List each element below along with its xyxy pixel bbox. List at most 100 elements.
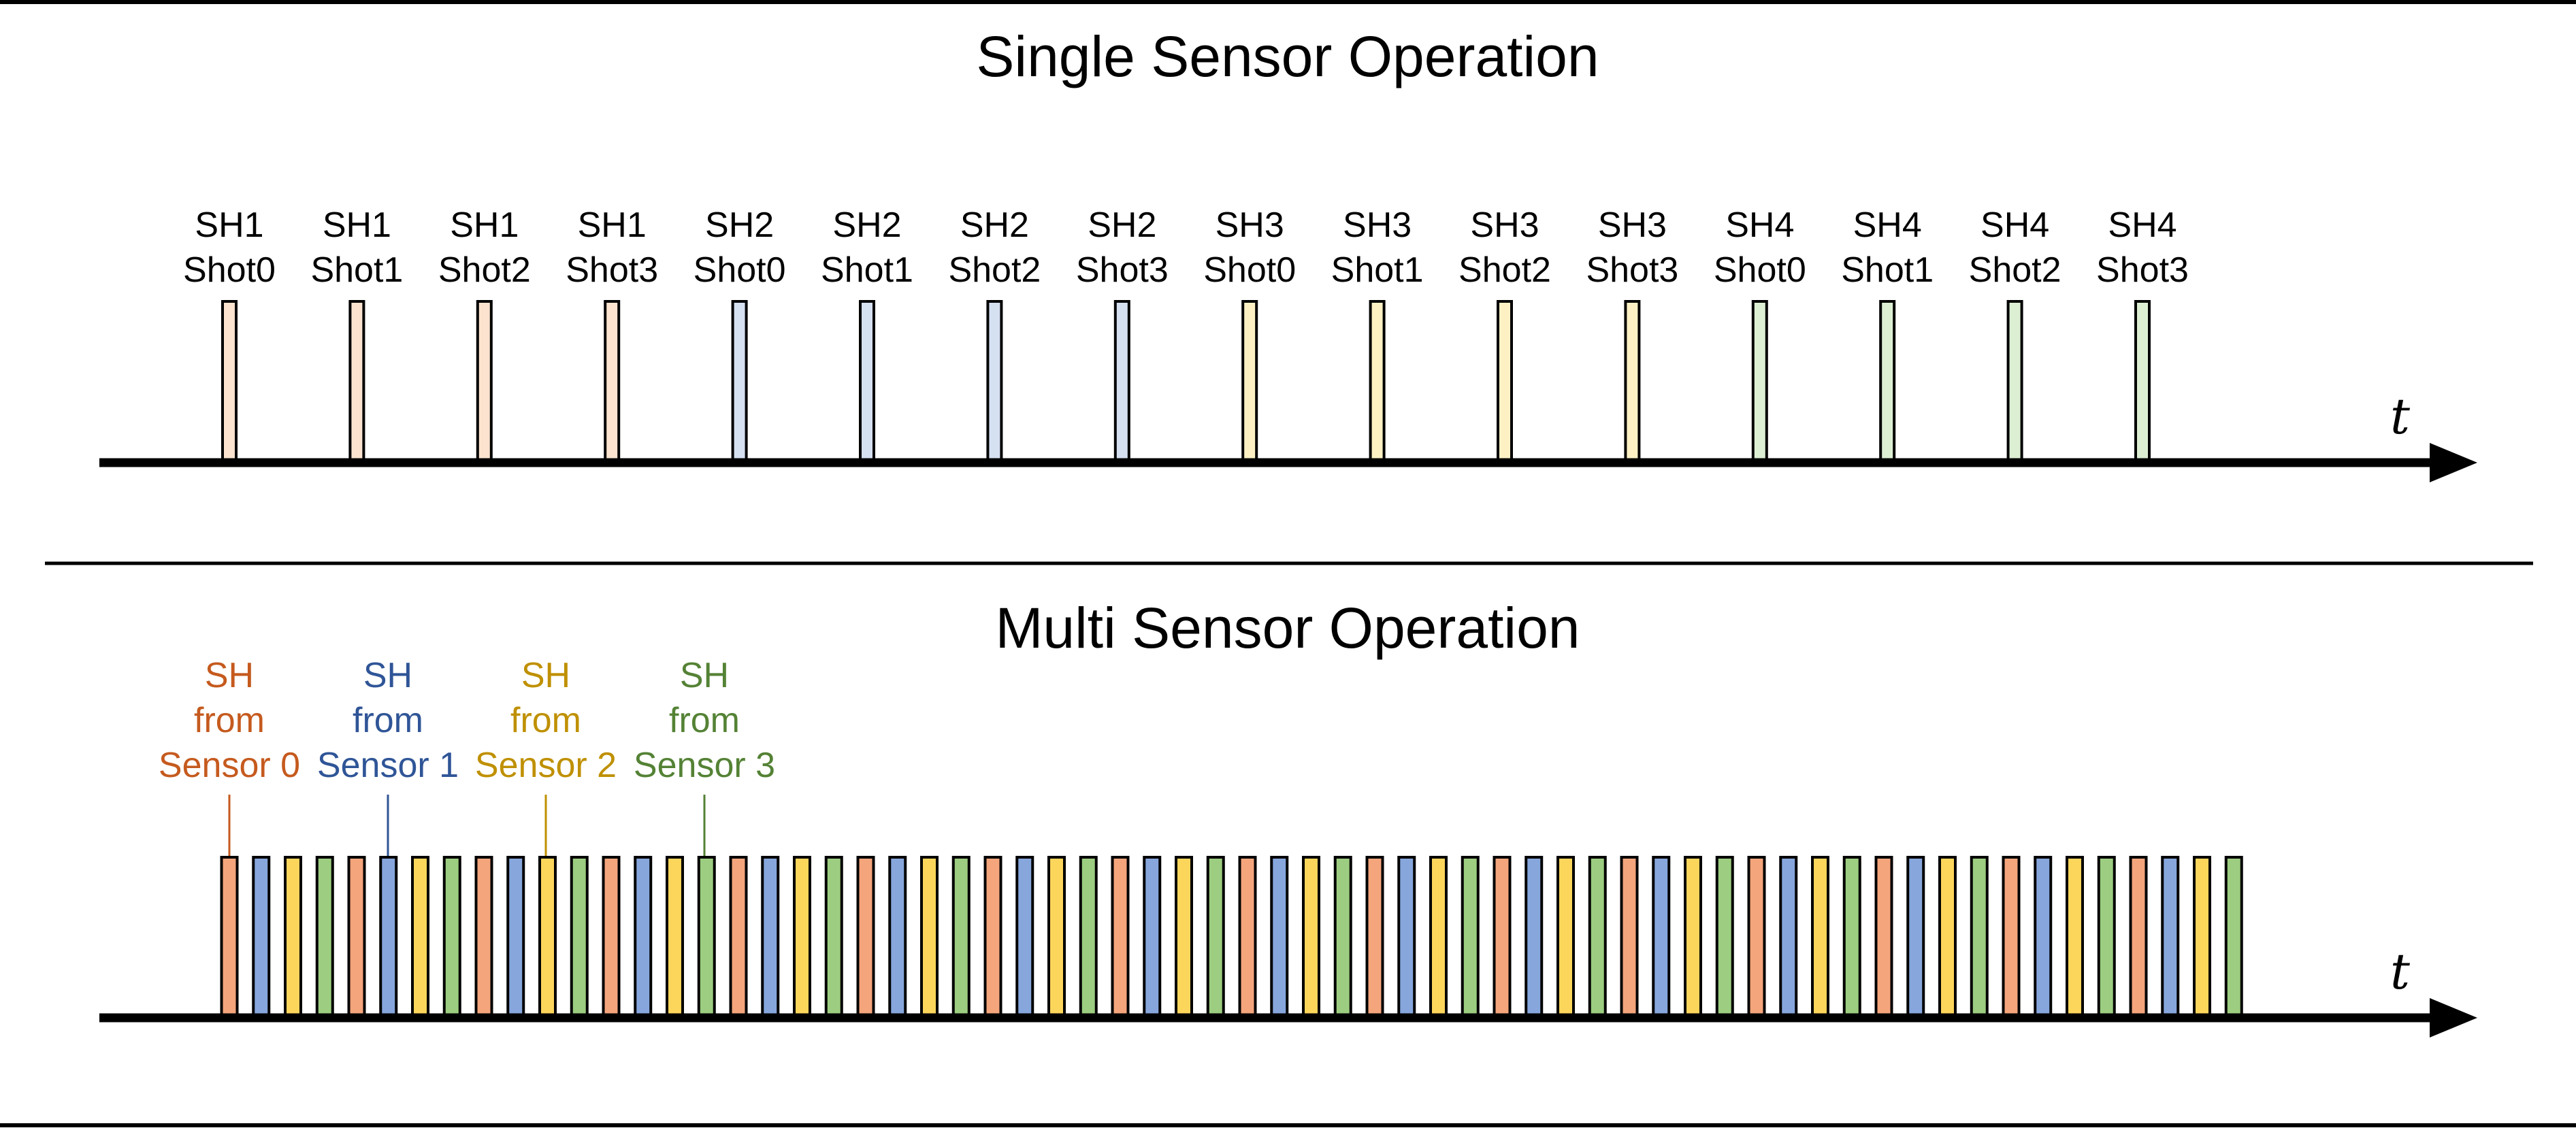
sensor-0-pulse-bar xyxy=(2129,856,2148,1018)
pulse-shot-label: Shot0 xyxy=(694,250,786,290)
sensor-3-pulse-bar xyxy=(824,856,843,1018)
sensor-0-pulse-bar xyxy=(1111,856,1130,1018)
pulse-shot-label: Shot3 xyxy=(1586,250,1678,290)
sensor-2-pulse-bar xyxy=(1047,856,1066,1018)
sensor-3-pulse-bar xyxy=(315,856,334,1018)
pulse-bar xyxy=(1879,300,1896,463)
sensor-1-pulse-bar xyxy=(2034,856,2053,1018)
sensor-label-line2: from xyxy=(510,701,581,740)
sensor-0-pulse-bar xyxy=(1365,856,1384,1018)
sensor-1-pulse-bar xyxy=(1015,856,1034,1018)
sensor-3-pulse-bar xyxy=(697,856,716,1018)
pulse-bar xyxy=(604,300,621,463)
pulse-shot-label: Shot2 xyxy=(1458,250,1551,290)
single-sensor-title: Single Sensor Operation xyxy=(976,24,1599,88)
pulse-bar xyxy=(1624,300,1641,463)
sensor-label-line2: from xyxy=(353,701,423,740)
pulse-sh-label: SH4 xyxy=(1725,205,1794,245)
pulse-bar xyxy=(1113,300,1130,463)
pulse-sh-label: SH2 xyxy=(1088,205,1156,245)
sensor-0-pulse-bar xyxy=(1747,856,1766,1018)
sensor-2-pulse-bar xyxy=(1429,856,1448,1018)
pulse-bar xyxy=(2134,300,2151,463)
sensor-3-pulse-bar xyxy=(442,856,461,1018)
pulse-shot-label: Shot1 xyxy=(821,250,913,290)
sensor-3-pulse-bar xyxy=(1970,856,1989,1018)
sensor-1-pulse-bar xyxy=(1652,856,1671,1018)
pulse-sh-label: SH3 xyxy=(1216,205,1284,245)
sensor-label-line3: Sensor 1 xyxy=(317,746,459,785)
sensor-0-pulse-bar xyxy=(1238,856,1257,1018)
sensor-3-pulse-bar xyxy=(1206,856,1225,1018)
sensor-2-pulse-bar xyxy=(1302,856,1320,1018)
sensor-1-pulse-bar xyxy=(379,856,398,1018)
sensor-1-label: SH from Sensor 1 xyxy=(317,656,459,856)
sensor-label-line1: SH xyxy=(521,656,570,695)
pulse-sh-label: SH3 xyxy=(1598,205,1667,245)
pulse-shot-label: Shot0 xyxy=(1714,250,1806,290)
sensor-0-pulse-bar xyxy=(983,856,1002,1018)
sensor-2-pulse-bar xyxy=(920,856,939,1018)
sensor-2-pulse-bar xyxy=(1811,856,1829,1018)
sensor-3-pulse-bar xyxy=(2224,856,2243,1018)
sensor-3-label: SH from Sensor 3 xyxy=(634,656,775,856)
pulse-shot-label: Shot3 xyxy=(566,250,658,290)
single-sensor-pulse: SH2 Shot0 xyxy=(694,205,786,463)
sensor-3-pulse-bar xyxy=(570,856,589,1018)
sensor-3-pulse-bar xyxy=(1461,856,1480,1018)
single-sensor-pulse: SH3 Shot2 xyxy=(1458,205,1551,463)
single-sensor-pulse: SH1 Shot0 xyxy=(183,205,276,463)
single-sensor-pulse: SH4 Shot1 xyxy=(1841,205,1934,463)
sensor-2-pulse-bar xyxy=(1684,856,1702,1018)
pulse-bar xyxy=(2006,300,2023,463)
sensor-3-pulse-bar xyxy=(1333,856,1352,1018)
single-sensor-axis-arrow xyxy=(2430,443,2477,482)
single-sensor-pulse: SH4 Shot3 xyxy=(2096,205,2189,463)
sensor-3-pulse-bar xyxy=(1079,856,1098,1018)
sensor-1-pulse-bar xyxy=(2161,856,2180,1018)
sensor-label-line1: SH xyxy=(205,656,254,695)
single-sensor-pulse: SH3 Shot3 xyxy=(1586,205,1678,463)
pulse-shot-label: Shot0 xyxy=(183,250,276,290)
pulse-sh-label: SH4 xyxy=(1980,205,2049,245)
pulse-sh-label: SH4 xyxy=(2108,205,2176,245)
multi-sensor-title: Multi Sensor Operation xyxy=(995,596,1580,660)
sensor-legend: SH from Sensor 0 SH from Sensor 1 SH from Sensor… xyxy=(159,656,775,856)
sensor-2-pulse-bar xyxy=(793,856,811,1018)
sensor-label-line1: SH xyxy=(680,656,729,695)
sensor-1-pulse-bar xyxy=(1143,856,1162,1018)
single-sensor-pulse: SH4 Shot2 xyxy=(1969,205,2061,463)
pulse-bar xyxy=(731,300,748,463)
multi-sensor-time-axis: t xyxy=(99,943,2477,1038)
sensor-2-pulse-bar xyxy=(411,856,429,1018)
sensor-label-line3: Sensor 2 xyxy=(475,746,617,785)
sensor-2-pulse-bar xyxy=(1175,856,1193,1018)
pulse-sh-label: SH3 xyxy=(1343,205,1412,245)
single-sensor-pulse: SH2 Shot1 xyxy=(821,205,913,463)
sensor-3-pulse-bar xyxy=(1588,856,1607,1018)
sensor-0-pulse-bar xyxy=(602,856,621,1018)
multi-sensor-pulses xyxy=(220,856,2243,1018)
single-sensor-pulse: SH2 Shot2 xyxy=(948,205,1041,463)
sensor-label-line3: Sensor 3 xyxy=(634,746,775,785)
pulse-bar xyxy=(1369,300,1386,463)
sensor-0-pulse-bar xyxy=(1620,856,1639,1018)
pulse-sh-label: SH1 xyxy=(323,205,391,245)
pulse-bar xyxy=(1751,300,1768,463)
sensor-2-pulse-bar xyxy=(538,856,557,1018)
sensor-2-pulse-bar xyxy=(284,856,302,1018)
sensor-2-pulse-bar xyxy=(666,856,684,1018)
pulse-bar xyxy=(859,300,875,463)
pulse-sh-label: SH2 xyxy=(832,205,901,245)
multi-sensor-panel: Multi Sensor Operation SH from Sensor 0 SH f… xyxy=(99,596,2477,1038)
sensor-3-pulse-bar xyxy=(1842,856,1861,1018)
sensor-2-pulse-bar xyxy=(2193,856,2211,1018)
sensor-1-pulse-bar xyxy=(1397,856,1416,1018)
sensor-0-label: SH from Sensor 0 xyxy=(159,656,300,856)
sensor-1-pulse-bar xyxy=(1525,856,1544,1018)
multi-sensor-axis-label: t xyxy=(2390,943,2411,1000)
single-sensor-pulse: SH1 Shot1 xyxy=(310,205,403,463)
pulse-sh-label: SH1 xyxy=(450,205,519,245)
pulse-shot-label: Shot0 xyxy=(1203,250,1296,290)
